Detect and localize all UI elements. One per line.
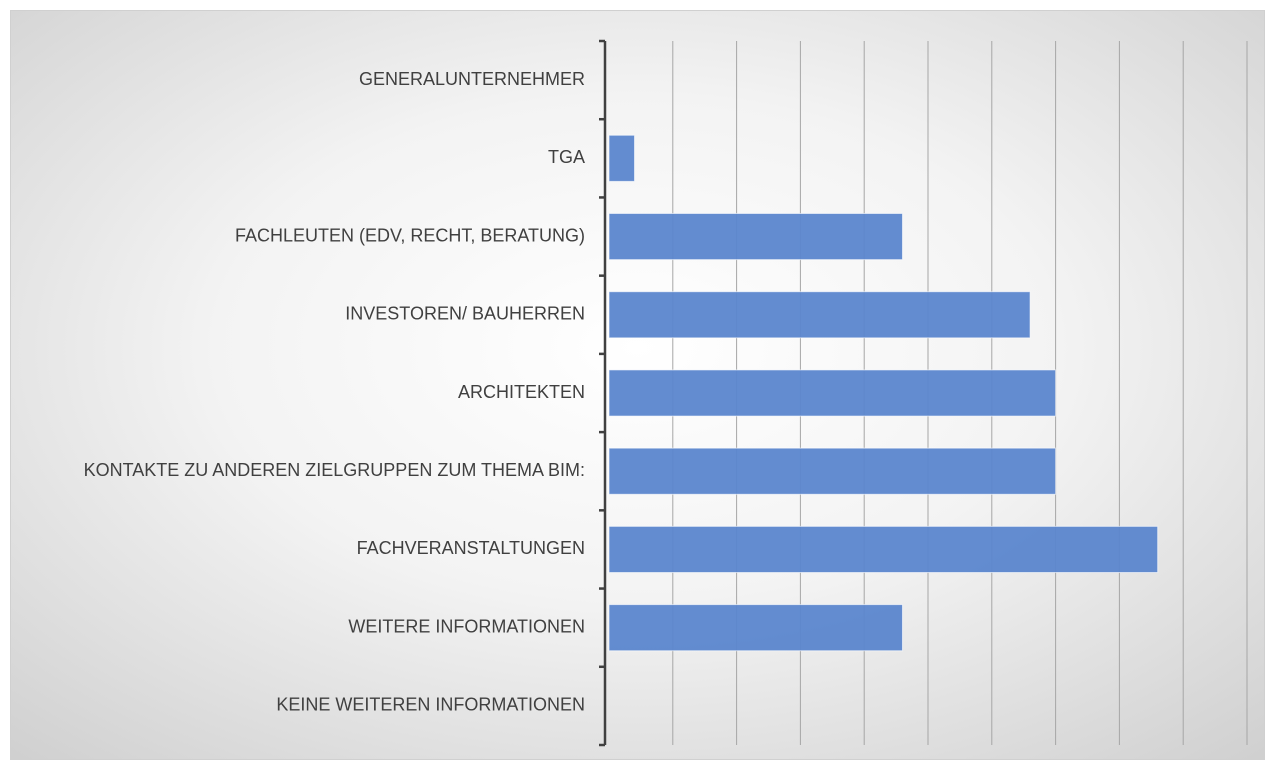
category-label: FACHVERANSTALTUNGEN [357,538,585,558]
bars [608,134,1159,652]
bar [608,604,903,652]
category-label: TGA [548,147,585,167]
bar [608,134,636,182]
category-label: KONTAKTE ZU ANDEREN ZIELGRUPPEN ZUM THEM… [84,460,585,480]
bar [608,291,1031,339]
bar [608,525,1159,574]
labels: GENERALUNTERNEHMER TGA FACHLEUTEN (EDV, RE… [84,69,585,715]
category-label: FACHLEUTEN (EDV, RECHT, BERATUNG) [235,225,585,245]
bar [608,447,1057,495]
category-label: KEINE WEITEREN INFORMATIONEN [276,695,585,715]
category-label: ARCHITEKTEN [458,382,585,402]
bar [608,212,903,261]
category-label: WEITERE INFORMATIONEN [348,616,585,636]
category-label: GENERALUNTERNEHMER [359,69,585,89]
category-label: INVESTOREN/ BAUHERREN [345,304,585,324]
bar [608,369,1057,417]
